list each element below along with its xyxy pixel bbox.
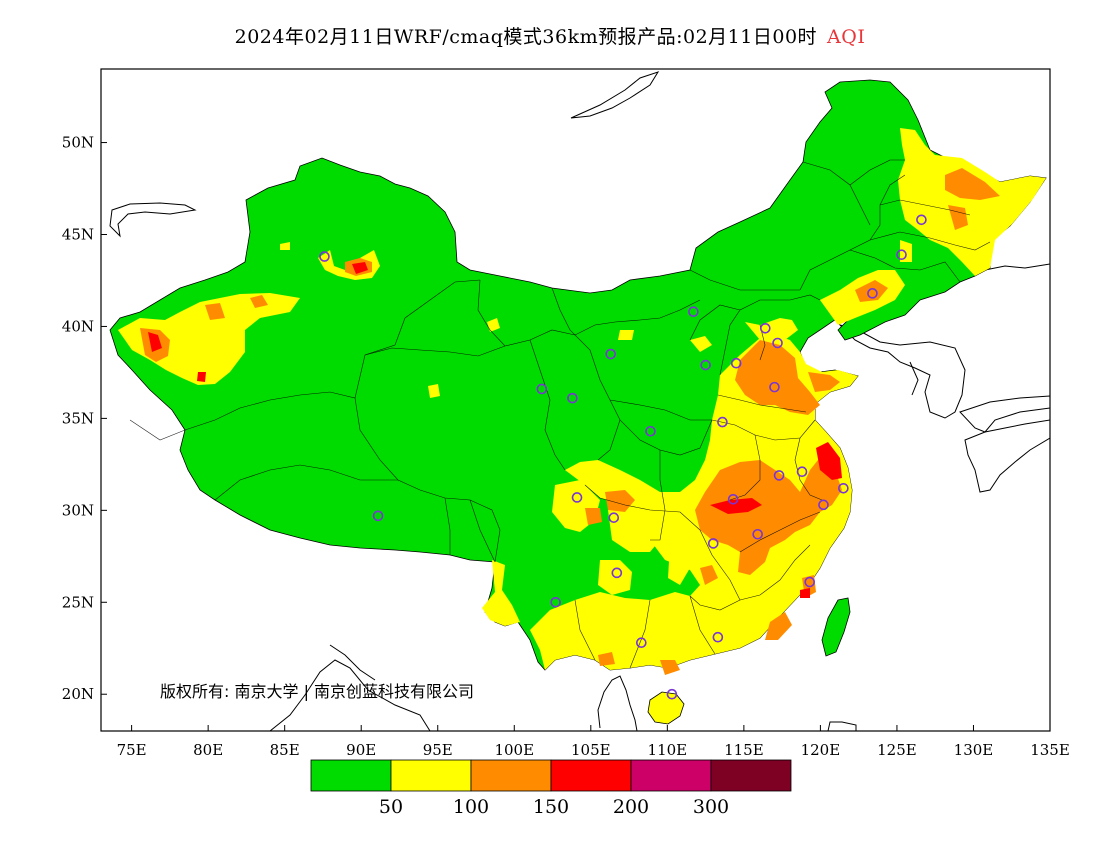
title-text: 2024年02月11日WRF/cmaq模式36km预报产品:02月11日00时 <box>234 26 818 48</box>
station-marker <box>611 567 623 579</box>
x-tick-label: 90E <box>346 741 376 759</box>
x-tick-label: 95E <box>423 741 453 759</box>
x-tick-label: 130E <box>954 741 994 759</box>
legend-swatch <box>390 759 472 792</box>
station-marker <box>707 538 719 549</box>
station-marker <box>730 357 742 369</box>
station-marker <box>867 288 878 299</box>
station-marker <box>372 510 384 522</box>
station-marker <box>916 214 927 226</box>
legend-swatch <box>630 759 712 792</box>
legend-swatch <box>550 759 632 792</box>
x-tick-label: 75E <box>117 741 147 759</box>
station-marker <box>571 492 583 503</box>
hainan-island <box>647 691 685 725</box>
station-marker <box>645 425 656 437</box>
x-tick-label: 115E <box>724 741 764 759</box>
title-variable: AQI <box>827 26 866 48</box>
aqi-level-4-regions <box>148 262 842 598</box>
station-marker <box>717 416 728 428</box>
province-boundaries <box>129 159 991 669</box>
copyright-text: 版权所有: 南京大学 | 南京创蓝科技有限公司 <box>160 682 474 701</box>
x-tick-label: 120E <box>801 741 841 759</box>
station-marker <box>838 482 849 494</box>
station-marker <box>772 337 783 349</box>
x-tick-label: 125E <box>877 741 917 759</box>
y-tick-label: 30N <box>62 501 94 519</box>
x-axis: 75E 80E 85E 90E 95E 100E 105E 110E 115E 120E 125E 1… <box>117 725 1070 759</box>
station-marker <box>319 251 330 262</box>
legend-label: 300 <box>693 796 729 818</box>
station-marker <box>712 631 724 643</box>
coastlines <box>109 71 1050 731</box>
y-tick-label: 40N <box>62 317 94 335</box>
legend-label: 100 <box>453 796 489 818</box>
station-marker <box>773 470 785 481</box>
x-tick-label: 80E <box>193 741 223 759</box>
station-markers <box>319 214 927 700</box>
legend-swatch <box>710 759 792 792</box>
aqi-level-2-regions <box>118 128 1046 670</box>
x-tick-label: 110E <box>648 741 688 759</box>
station-marker <box>769 381 780 393</box>
station-marker <box>605 348 617 360</box>
station-marker <box>896 249 907 261</box>
y-tick-label: 20N <box>62 685 94 703</box>
legend-label: 150 <box>533 796 569 818</box>
map-plot-area <box>109 71 1050 731</box>
station-marker <box>666 688 678 700</box>
y-axis: 20N 25N 30N 35N 40N 45N 50N <box>62 134 107 703</box>
y-tick-label: 45N <box>62 226 94 244</box>
station-marker <box>636 637 647 649</box>
y-tick-label: 50N <box>62 134 94 152</box>
legend-label: 50 <box>379 796 403 818</box>
station-marker <box>700 359 711 371</box>
station-marker <box>796 466 808 478</box>
station-marker <box>804 576 815 588</box>
aqi-legend: 50 100 150 200 300 <box>310 759 792 818</box>
station-marker <box>752 528 763 540</box>
x-tick-label: 100E <box>494 741 534 759</box>
x-tick-label: 105E <box>571 741 611 759</box>
aqi-field <box>109 79 1047 725</box>
map-frame <box>100 68 1051 732</box>
x-tick-label: 85E <box>270 741 300 759</box>
y-tick-label: 25N <box>62 593 94 611</box>
legend-swatch <box>310 759 392 792</box>
station-marker <box>608 512 620 523</box>
station-marker <box>550 596 561 608</box>
station-marker <box>727 493 739 505</box>
taiwan-island <box>821 597 851 657</box>
legend-swatch <box>470 759 552 792</box>
y-tick-label: 35N <box>62 409 94 427</box>
map-title: 2024年02月11日WRF/cmaq模式36km预报产品:02月11日00时 A… <box>0 22 1100 49</box>
aqi-level-3-regions <box>140 168 1000 675</box>
station-marker <box>536 383 548 395</box>
legend-label: 200 <box>613 796 649 818</box>
x-tick-label: 135E <box>1030 741 1070 759</box>
station-marker <box>688 306 699 318</box>
station-marker <box>567 392 578 404</box>
station-marker <box>759 322 771 334</box>
station-marker <box>818 499 829 511</box>
